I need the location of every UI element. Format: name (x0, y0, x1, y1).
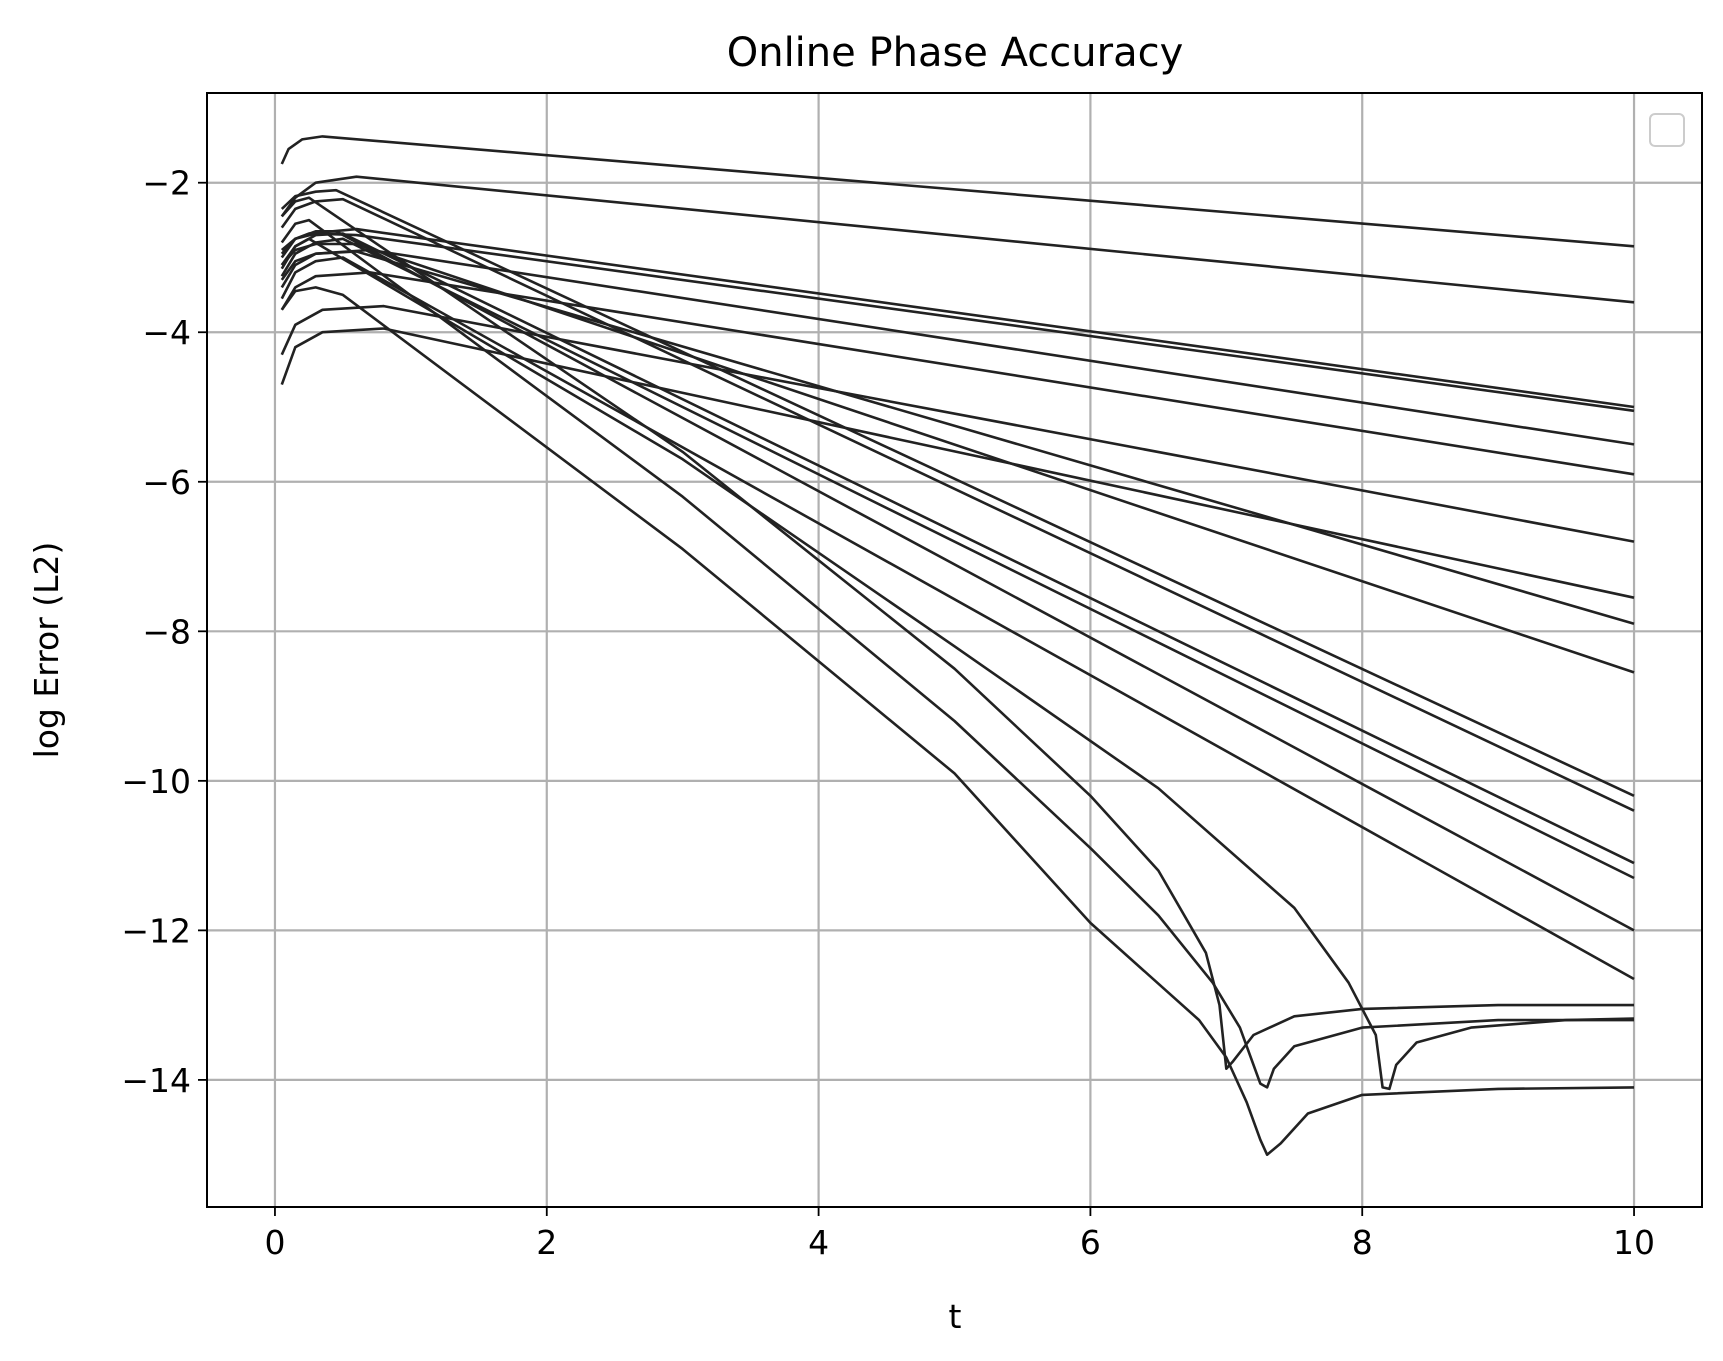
y-tick-label: −8 (142, 612, 191, 651)
x-tick-label: 0 (264, 1223, 285, 1262)
series-line-2 (280, 175, 1635, 304)
series-line-1 (280, 135, 1635, 248)
series-line-4 (280, 232, 1635, 413)
series-line-6 (280, 271, 1635, 476)
x-tick-label: 2 (536, 1223, 557, 1262)
chart-title: Online Phase Accuracy (727, 30, 1184, 76)
x-tick-label: 6 (1080, 1223, 1101, 1262)
x-tick-label: 10 (1613, 1223, 1655, 1262)
series-line-7 (280, 304, 1635, 543)
x-axis-label: t (949, 1297, 962, 1336)
series-line-8 (280, 327, 1635, 599)
x-tick-label: 8 (1352, 1223, 1373, 1262)
plot-frame (206, 92, 1703, 1208)
y-tick-label: −2 (142, 164, 191, 203)
series-line-16 (280, 256, 1635, 981)
series-line-20 (280, 286, 1635, 1156)
y-tick-label: −4 (142, 313, 191, 352)
axis-ticks: 0 2 4 6 8 10 −14 −12 −10 −8 −6 −4 −2 (121, 164, 1655, 1262)
y-tick-label: −12 (121, 911, 191, 950)
series-line-17 (280, 196, 1634, 1070)
y-axis-label: log Error (L2) (27, 542, 66, 759)
series-line-19 (280, 237, 1635, 1091)
y-tick-label: −14 (121, 1061, 191, 1100)
y-tick-label: −10 (121, 762, 191, 801)
series-line-9 (280, 250, 1635, 626)
y-tick-label: −6 (142, 463, 191, 502)
series-lines (280, 135, 1635, 1156)
grid-lines (207, 93, 1702, 1207)
legend-box (1649, 113, 1685, 147)
x-tick-label: 4 (808, 1223, 829, 1262)
series-line-18 (280, 218, 1634, 1089)
series-line-15 (280, 230, 1635, 932)
series-line-11 (280, 188, 1635, 797)
